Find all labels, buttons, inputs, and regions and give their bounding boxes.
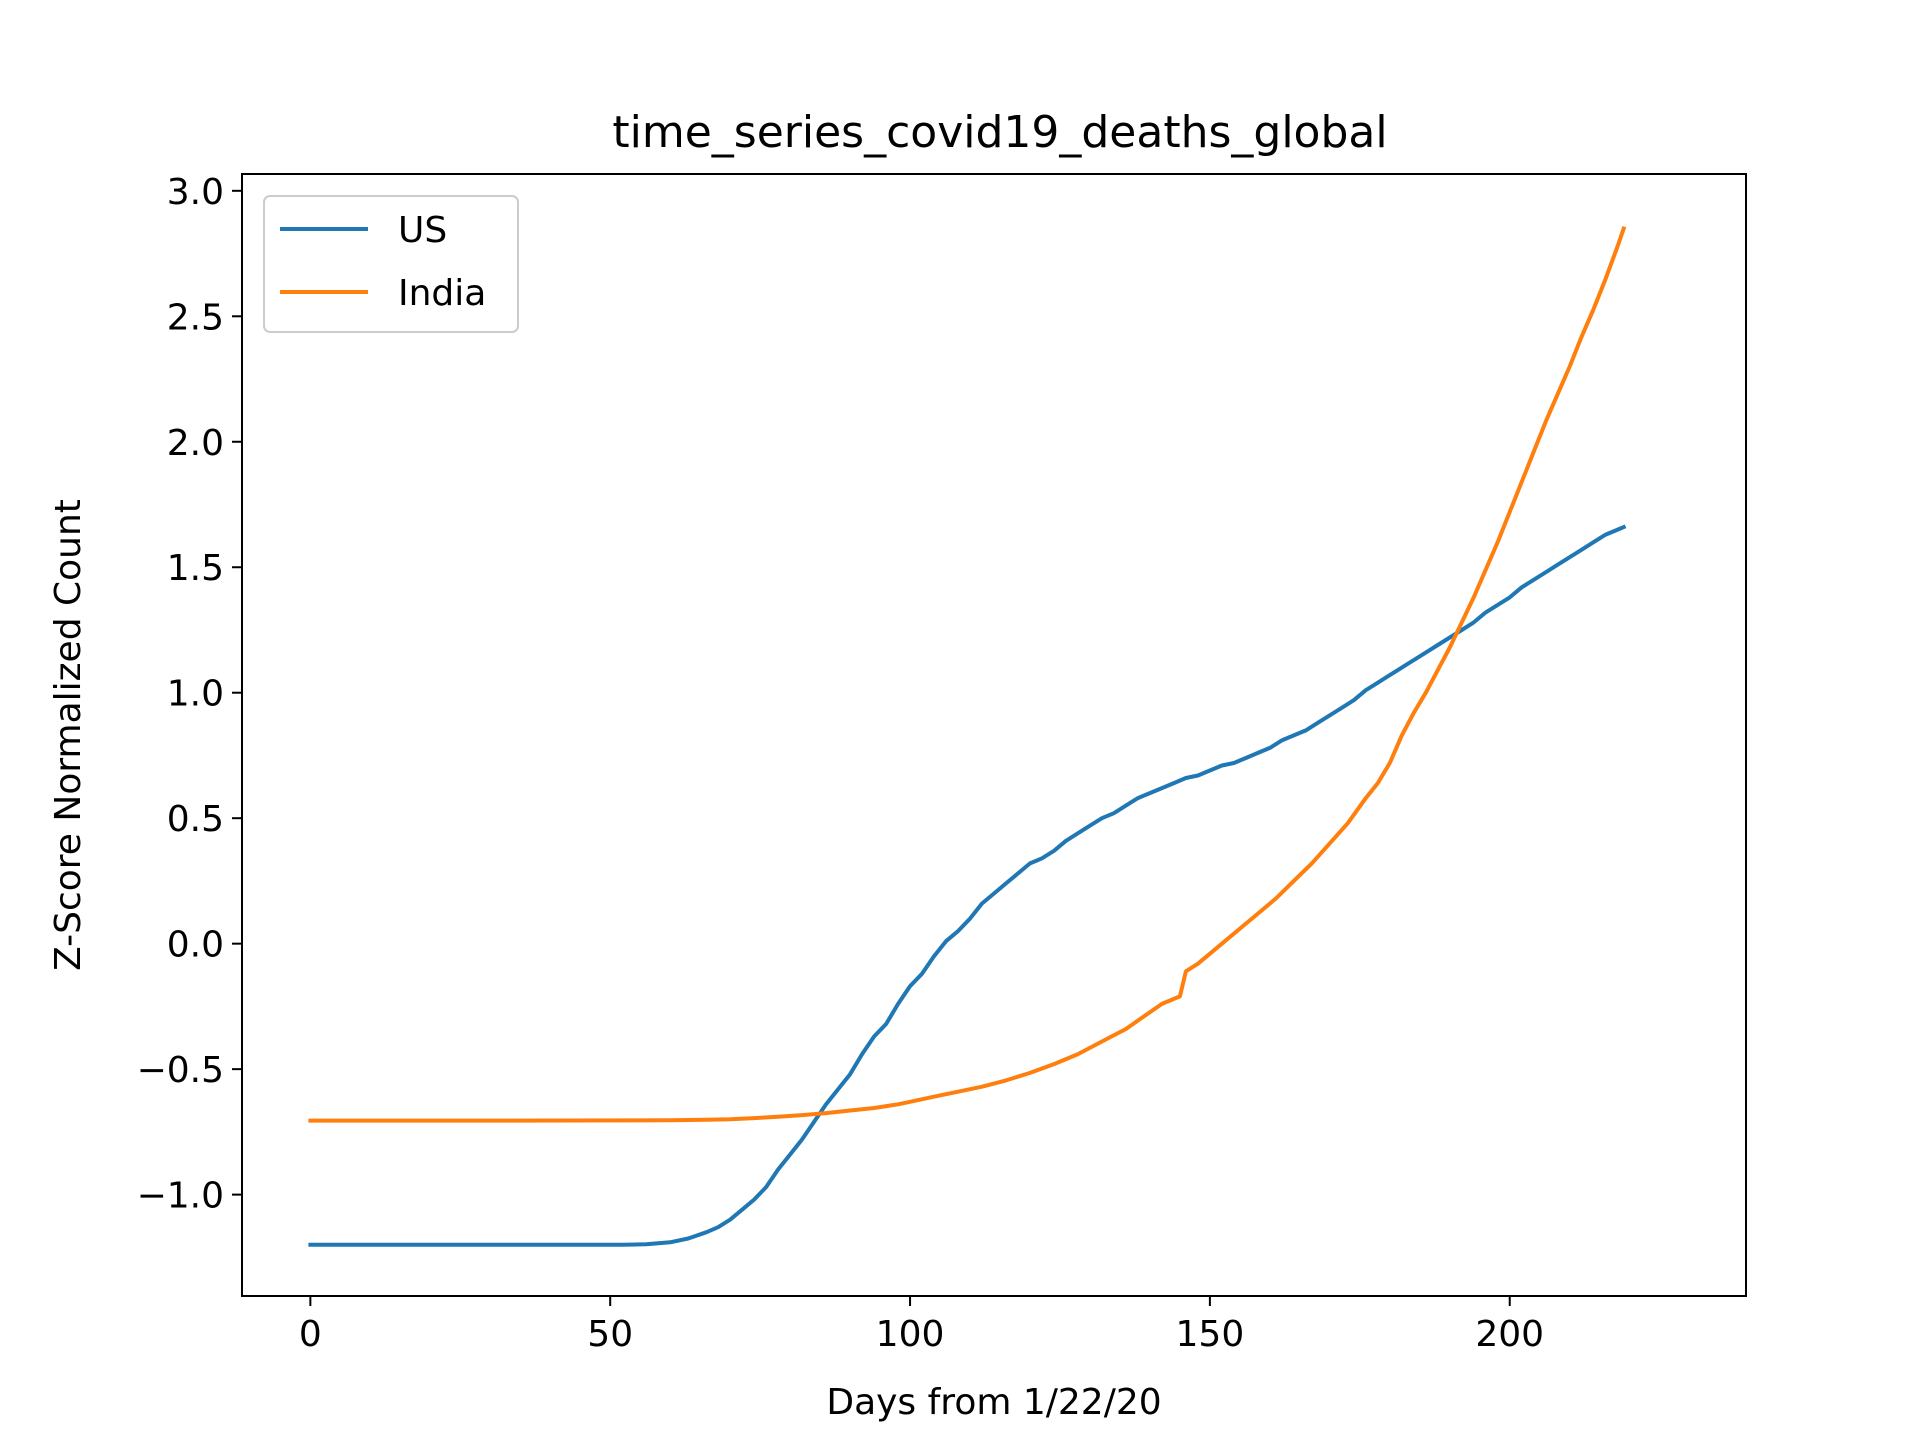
series-line-us xyxy=(308,524,1627,1247)
y-tick-label: −0.5 xyxy=(137,1050,224,1091)
axes-frame xyxy=(241,173,1747,1297)
y-axis-label: Z-Score Normalized Count xyxy=(48,499,89,971)
series-line-india xyxy=(308,225,1627,1123)
y-tick-label: 2.5 xyxy=(167,297,224,338)
y-tick-label: 1.5 xyxy=(167,548,224,589)
x-tick-label: 0 xyxy=(299,1314,322,1355)
x-tick-label: 100 xyxy=(876,1314,945,1355)
y-tick-label: 2.0 xyxy=(167,423,224,464)
y-tick-label: 0.5 xyxy=(167,799,224,840)
x-tick-label: 150 xyxy=(1176,1314,1245,1355)
legend-label-us: US xyxy=(398,210,447,251)
legend: US India xyxy=(263,195,519,333)
y-tick-label: 3.0 xyxy=(167,172,224,213)
x-tick-label: 200 xyxy=(1475,1314,1544,1355)
x-tick-label: 50 xyxy=(587,1314,633,1355)
y-tick-label: 0.0 xyxy=(167,925,224,966)
y-tick-label: −1.0 xyxy=(137,1176,224,1217)
x-axis-ticks: 0 50 100 150 200 xyxy=(299,1296,1544,1355)
x-axis-label: Days from 1/22/20 xyxy=(826,1382,1161,1423)
y-axis-ticks: −1.0 −0.5 0.0 0.5 1.0 1.5 2.0 2.5 3.0 xyxy=(137,172,242,1217)
chart-title: time_series_covid19_deaths_global xyxy=(612,107,1387,158)
y-tick-label: 1.0 xyxy=(167,674,224,715)
series-layer xyxy=(308,225,1627,1247)
legend-label-india: India xyxy=(398,273,486,314)
